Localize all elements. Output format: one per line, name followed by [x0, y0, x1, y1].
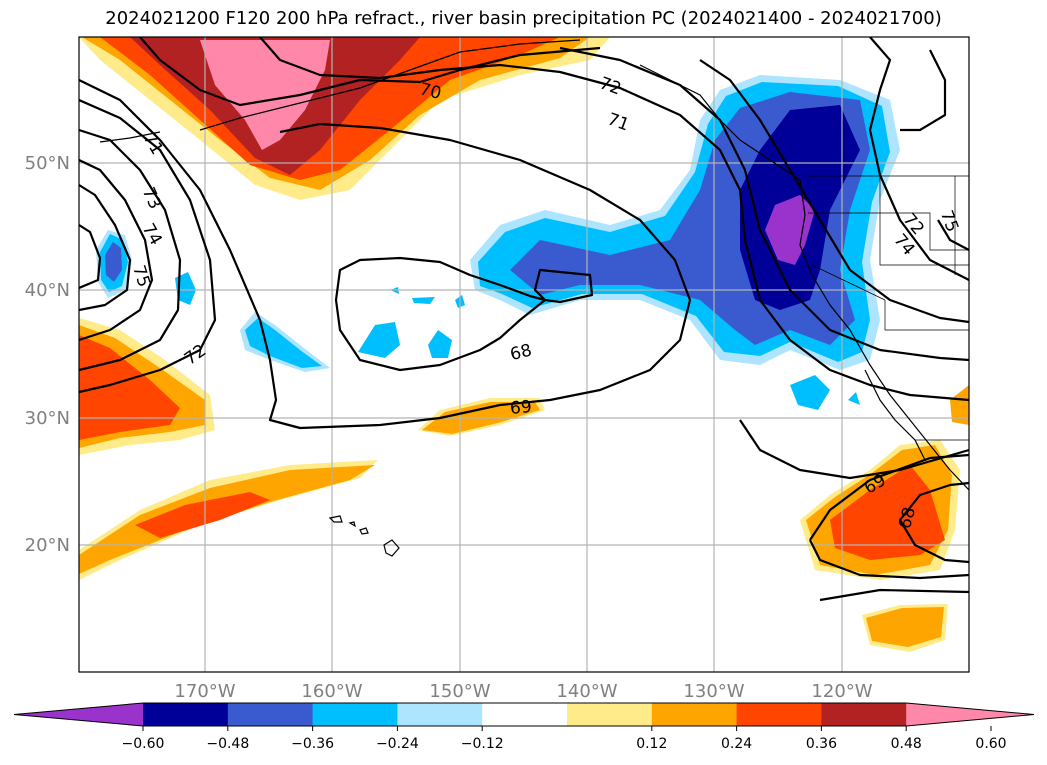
lon-label: 150°W	[429, 681, 490, 702]
colorbar-tick-label: −0.12	[461, 736, 504, 752]
lon-label: 130°W	[683, 681, 744, 702]
colorbar-tick-label: 0.60	[975, 736, 1006, 752]
lat-label: 20°N	[25, 535, 70, 556]
colorbar-segment	[821, 703, 907, 726]
refractivity-contours	[79, 37, 969, 602]
latitude-labels: 50°N 40°N 30°N 20°N	[25, 153, 70, 556]
contour-label: 72	[181, 341, 210, 370]
contour-label: 74	[138, 220, 166, 249]
colorbar: −0.60 −0.48 −0.36 −0.24 −0.12 0.12 0.24 0.36 0.4…	[13, 702, 1035, 752]
lat-label: 40°N	[25, 280, 70, 301]
colorbar-tick-label: 0.24	[721, 736, 752, 752]
colorbar-segment	[736, 703, 822, 726]
colorbar-segment	[312, 703, 398, 726]
colorbar-extend-high	[906, 703, 1034, 726]
colorbar-tick-label: −0.24	[376, 736, 419, 752]
lon-label: 160°W	[301, 681, 362, 702]
colorbar-segment	[227, 703, 314, 726]
plot-title: 2024021200 F120 200 hPa refract., river …	[105, 8, 942, 29]
colorbar-tick-label: 0.12	[636, 736, 667, 752]
contour-label: 69	[509, 397, 532, 419]
colorbar-tick-label: −0.48	[206, 736, 249, 752]
map-frame	[78, 36, 970, 673]
graticule	[79, 37, 969, 672]
contour-label: 72	[597, 73, 624, 99]
colorbar-extend-low	[14, 703, 143, 726]
colorbar-segment	[482, 703, 568, 726]
colorbar-segment	[397, 703, 483, 726]
longitude-labels: 170°W 160°W 150°W 140°W 130°W 120°W	[174, 681, 872, 702]
colorbar-tick-label: 0.36	[806, 736, 837, 752]
colorbar-tick-label: −0.36	[291, 736, 334, 752]
contour-label: 73	[138, 184, 165, 212]
lon-label: 170°W	[174, 681, 235, 702]
contour-label: 68	[508, 340, 534, 365]
colorbar-segment	[651, 703, 738, 726]
colorbar-segment	[567, 703, 653, 726]
lon-label: 140°W	[556, 681, 617, 702]
contour-label: 75	[936, 208, 962, 235]
lat-label: 30°N	[25, 408, 70, 429]
colorbar-segment	[143, 703, 229, 726]
contour-label: 71	[605, 109, 632, 135]
colorbar-tick-label: 0.48	[891, 736, 922, 752]
lon-label: 120°W	[811, 681, 872, 702]
lat-label: 50°N	[25, 153, 70, 174]
map-content: 70 72 71 71 73 74 75 72 68 69 72 74 75 6…	[79, 37, 969, 672]
colorbar-tick-label: −0.60	[122, 736, 165, 752]
